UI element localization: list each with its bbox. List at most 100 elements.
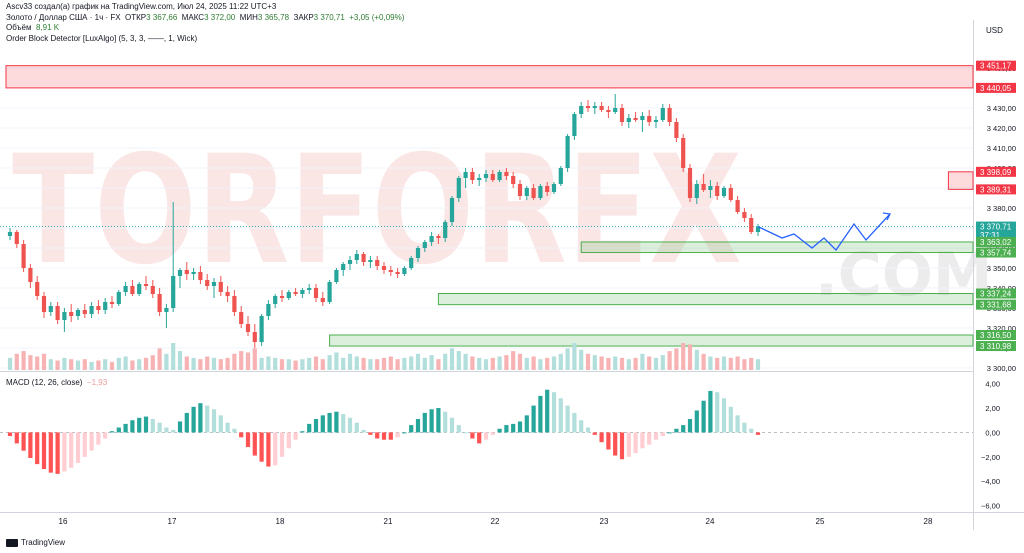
candle-body xyxy=(749,218,754,232)
volume-bar xyxy=(361,357,366,370)
candle xyxy=(354,250,359,264)
macd-bar xyxy=(395,432,400,438)
candle xyxy=(150,280,155,298)
macd-bar xyxy=(75,432,81,463)
volume-bar xyxy=(354,356,359,370)
candle xyxy=(409,256,414,270)
price-tag-bg xyxy=(976,330,1016,340)
x-tick-label: 16 xyxy=(59,517,68,526)
price-tag-text: 3 310,98 xyxy=(980,342,1012,351)
candle-body xyxy=(715,186,720,196)
indicator-header[interactable]: Order Block Detector [LuxAlgo] (5, 3, 3,… xyxy=(6,34,197,44)
volume-bar xyxy=(381,357,387,370)
macd-bar xyxy=(266,432,271,467)
candle-body xyxy=(96,306,101,310)
volume-bar xyxy=(456,351,461,370)
tradingview-logo[interactable]: TradingView xyxy=(6,538,65,547)
macd-bar xyxy=(572,412,577,433)
candle-body xyxy=(191,272,196,274)
candle xyxy=(225,286,230,302)
y-tick-label: 3 380,00 xyxy=(987,204,1016,213)
candle-body xyxy=(177,270,183,276)
volume-bar xyxy=(211,357,217,370)
volume-bar xyxy=(681,343,686,370)
macd-bar xyxy=(538,395,543,433)
macd-bar xyxy=(613,432,618,456)
macd-bar xyxy=(545,389,550,433)
volume-bar xyxy=(266,356,271,370)
volume-bar xyxy=(490,357,495,370)
candle xyxy=(551,182,557,194)
price-tag-text: 3 451,17 xyxy=(980,62,1012,71)
candle xyxy=(402,266,407,276)
volume-bar xyxy=(198,359,203,370)
macd-bar xyxy=(300,431,305,433)
candle-body xyxy=(565,136,570,168)
volume-bar xyxy=(755,359,761,370)
candle-body xyxy=(334,270,339,282)
candle xyxy=(565,134,570,172)
candle-body xyxy=(687,168,693,198)
macd-bar xyxy=(755,432,761,435)
symbol-name[interactable]: Золото / Доллар США · 1ч · FX xyxy=(6,13,121,22)
macd-bar xyxy=(728,406,733,433)
macd-bar xyxy=(96,432,101,445)
indicator-label[interactable]: Order Block Detector [LuxAlgo] (5, 3, 3,… xyxy=(6,34,198,43)
candle-body xyxy=(375,260,380,266)
candle xyxy=(538,184,543,200)
volume-bar xyxy=(694,349,699,370)
macd-bar xyxy=(279,432,285,457)
candle-body xyxy=(143,284,149,286)
volume-bar xyxy=(62,357,67,370)
volume-bar xyxy=(96,360,101,370)
price-tag-red: 3 398,09 xyxy=(976,166,1016,177)
price-tag-red: 3 389,31 xyxy=(976,184,1016,195)
candle-body xyxy=(585,106,591,108)
candle-body xyxy=(381,266,387,270)
macd-bar xyxy=(293,432,298,440)
volume-bar xyxy=(35,356,40,370)
volume-bar xyxy=(341,357,346,370)
open-value: 3 367,66 xyxy=(146,13,178,22)
candle-body xyxy=(205,280,210,286)
candle xyxy=(375,256,380,270)
candle-body xyxy=(266,304,271,316)
candle xyxy=(130,280,135,296)
volume-bar xyxy=(606,357,611,370)
macd-label[interactable]: MACD (12, 26, close) xyxy=(6,378,83,387)
volume-bar xyxy=(14,353,19,370)
volume-bar xyxy=(69,359,74,370)
candle-body xyxy=(164,308,169,312)
macd-header[interactable]: MACD (12, 26, close) −1,93 xyxy=(6,378,107,388)
order-block-bullish xyxy=(437,293,974,306)
volume-bar xyxy=(143,357,149,370)
candle-body xyxy=(409,258,414,268)
volume-bar xyxy=(41,353,47,370)
candle xyxy=(62,308,67,332)
candle-body xyxy=(660,108,665,120)
volume-bar xyxy=(524,357,529,370)
volume-bar xyxy=(633,357,638,370)
candle-body xyxy=(728,188,733,200)
macd-bar xyxy=(361,429,366,433)
x-tick-label: 17 xyxy=(168,517,177,526)
candle xyxy=(171,202,176,312)
volume-label[interactable]: Объём xyxy=(6,23,32,32)
macd-bar xyxy=(143,416,149,433)
candle-body xyxy=(538,186,543,198)
price-tag-bg xyxy=(976,299,1016,310)
candle xyxy=(592,102,597,114)
macd-bar xyxy=(368,432,373,435)
price-tag-green: 3 331,68 xyxy=(976,299,1016,310)
volume-bar xyxy=(116,357,121,370)
candle xyxy=(273,294,278,308)
volume-bar xyxy=(721,356,727,370)
order-block-bullish xyxy=(580,241,974,254)
volume-bar xyxy=(75,360,81,370)
volume-bar xyxy=(184,356,189,370)
macd-bar xyxy=(490,432,495,435)
candle-body xyxy=(293,292,298,294)
y-tick-label: 3 410,00 xyxy=(987,144,1016,153)
volume-bar xyxy=(313,356,319,370)
